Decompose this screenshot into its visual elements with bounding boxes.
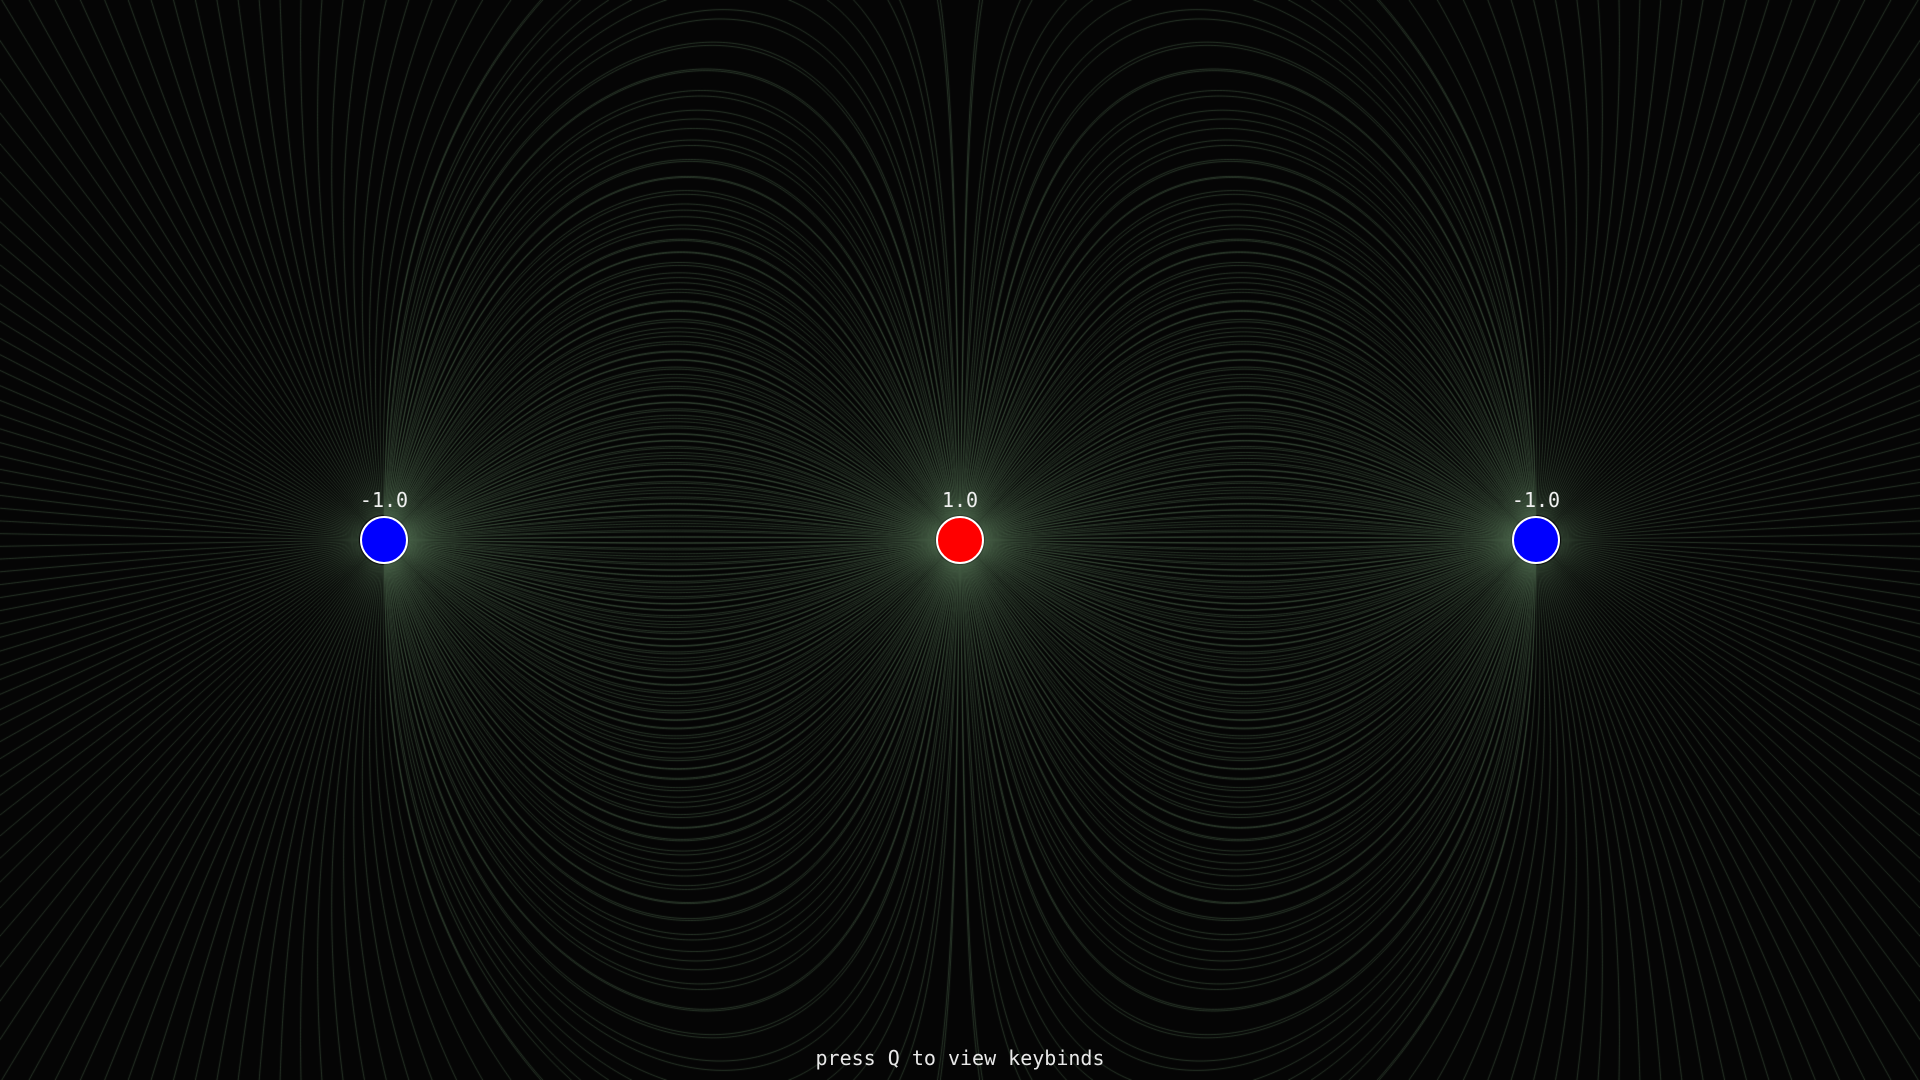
keybinds-hint: press Q to view keybinds	[815, 1046, 1105, 1070]
positive-charge-center[interactable]	[936, 516, 984, 564]
charge-label-right: -1.0	[1511, 488, 1561, 512]
charge-label-center: 1.0	[941, 488, 979, 512]
negative-charge-left[interactable]	[360, 516, 408, 564]
negative-charge-right[interactable]	[1512, 516, 1560, 564]
charge-label-left: -1.0	[359, 488, 409, 512]
